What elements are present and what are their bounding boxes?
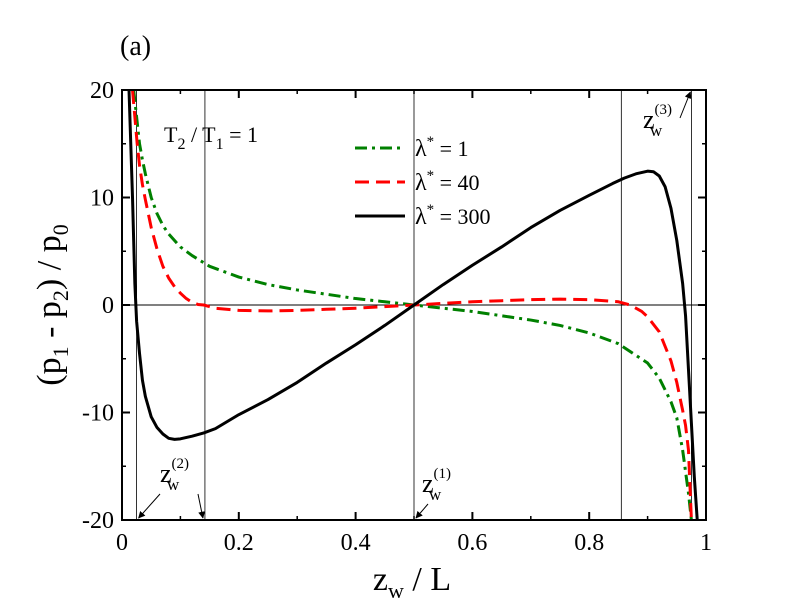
y-tick-label-3: 10 bbox=[90, 186, 114, 212]
series-layer bbox=[127, 90, 699, 520]
y-tick-label-1: -10 bbox=[82, 401, 114, 427]
axis-ticks: 0 0.2 0.4 0.6 0.8 1 -20 -10 0 10 20 bbox=[82, 78, 712, 556]
annotation-zw2-arrow-right bbox=[197, 493, 206, 519]
y-tick-label-2: 0 bbox=[102, 293, 114, 319]
y-axis-title-open: (p bbox=[31, 357, 68, 385]
y-axis-title-close: ) / p bbox=[31, 235, 68, 290]
series-line-1 bbox=[131, 90, 693, 520]
legend: λ* = 1 λ* = 40 λ* = 300 bbox=[355, 134, 491, 230]
y-tick-label-0: -20 bbox=[82, 508, 114, 534]
x-axis-title: zw / L bbox=[373, 561, 451, 603]
x-tick-label-0: 0 bbox=[116, 530, 128, 556]
legend-label-0: λ* = 1 bbox=[415, 134, 469, 162]
annotation-zw1: z(1) w bbox=[422, 466, 451, 504]
annotation-zw1-arrow bbox=[415, 503, 429, 519]
x-tick-label-4: 0.8 bbox=[574, 530, 604, 556]
series-line-2 bbox=[127, 90, 699, 520]
annotation-zw2-arrow-left bbox=[138, 493, 161, 519]
x-axis-title-rest: / L bbox=[404, 561, 451, 598]
annotation-zw3-arrow bbox=[679, 91, 692, 119]
zw-annotations: z(1) w z(2) w z(3) w bbox=[138, 91, 692, 519]
condition-label: T2 / T1 = 1 bbox=[164, 122, 258, 153]
annotation-zw2: z(2) w bbox=[160, 456, 189, 494]
y-axis-title-sub2: 2 bbox=[48, 290, 73, 301]
legend-label-2: λ* = 300 bbox=[415, 202, 491, 230]
legend-label-1: λ* = 40 bbox=[415, 168, 480, 196]
y-axis-title-sub1: 1 bbox=[48, 346, 73, 357]
x-axis-title-base: z bbox=[373, 561, 388, 598]
annotation-zw3: z(3) w bbox=[643, 102, 672, 140]
x-tick-label-1: 0.2 bbox=[224, 530, 254, 556]
x-tick-label-2: 0.4 bbox=[341, 530, 371, 556]
y-tick-label-4: 20 bbox=[90, 78, 114, 104]
y-axis-title-sub0: 0 bbox=[48, 224, 73, 235]
x-tick-label-5: 1 bbox=[700, 530, 712, 556]
y-axis-title-mid: - p bbox=[31, 301, 68, 346]
y-axis-title: (p1 - p2) / p0 bbox=[31, 224, 73, 385]
panel-label: (a) bbox=[120, 31, 151, 62]
series-line-0 bbox=[132, 90, 693, 520]
x-tick-label-3: 0.6 bbox=[457, 530, 487, 556]
x-axis-title-sub: w bbox=[388, 578, 404, 603]
